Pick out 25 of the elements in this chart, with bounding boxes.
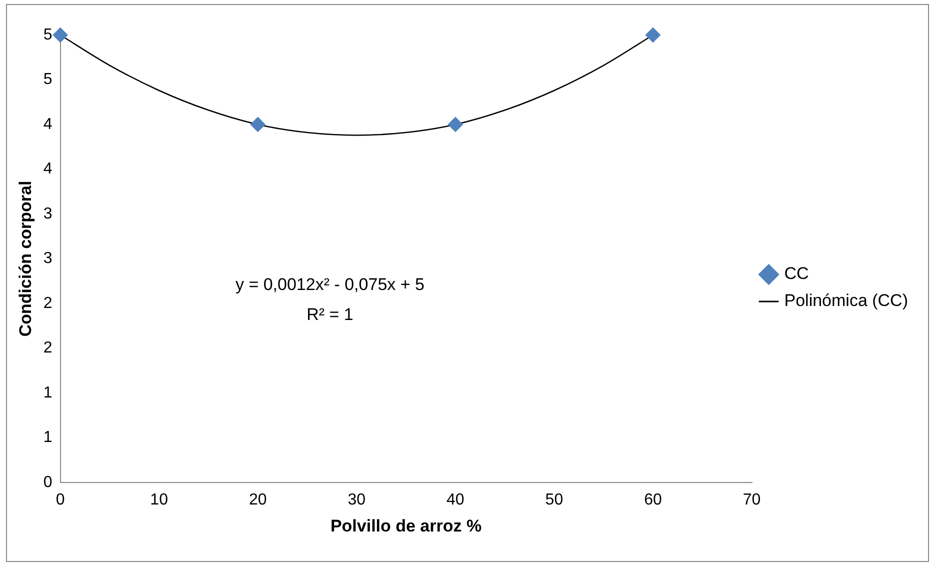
y-tick-label: 4 [43,116,52,133]
y-tick-label: 1 [43,429,52,446]
y-tick-label: 3 [43,205,52,222]
x-tick-label: 40 [446,491,464,508]
x-tick-label: 70 [742,491,761,508]
annotation: y = 0,0012x² - 0,075x + 5 [235,275,424,294]
y-tick-label: 4 [43,160,52,178]
x-tick-label: 20 [248,491,267,508]
x-tick-label: 60 [644,491,662,508]
x-axis-title: Polvillo de arroz % [330,516,482,536]
x-tick-label: 30 [348,491,366,508]
y-tick-label: 5 [43,71,52,88]
x-tick-label: 10 [150,491,168,508]
y-tick-label: 5 [43,26,52,44]
y-tick-label: 1 [43,384,52,402]
y-tick-label: 2 [43,294,52,312]
legend-label: CC [784,264,809,284]
legend-label: Polinómica (CC) [784,291,908,310]
y-tick-label: 0 [43,474,52,491]
y-tick-label: 2 [43,340,52,357]
y-axis-title: Condición corporal [16,180,35,337]
x-tick-label: 0 [56,491,65,508]
x-tick-label: 50 [545,491,564,508]
annotation: R² = 1 [306,305,354,324]
y-tick-label: 3 [43,250,52,268]
